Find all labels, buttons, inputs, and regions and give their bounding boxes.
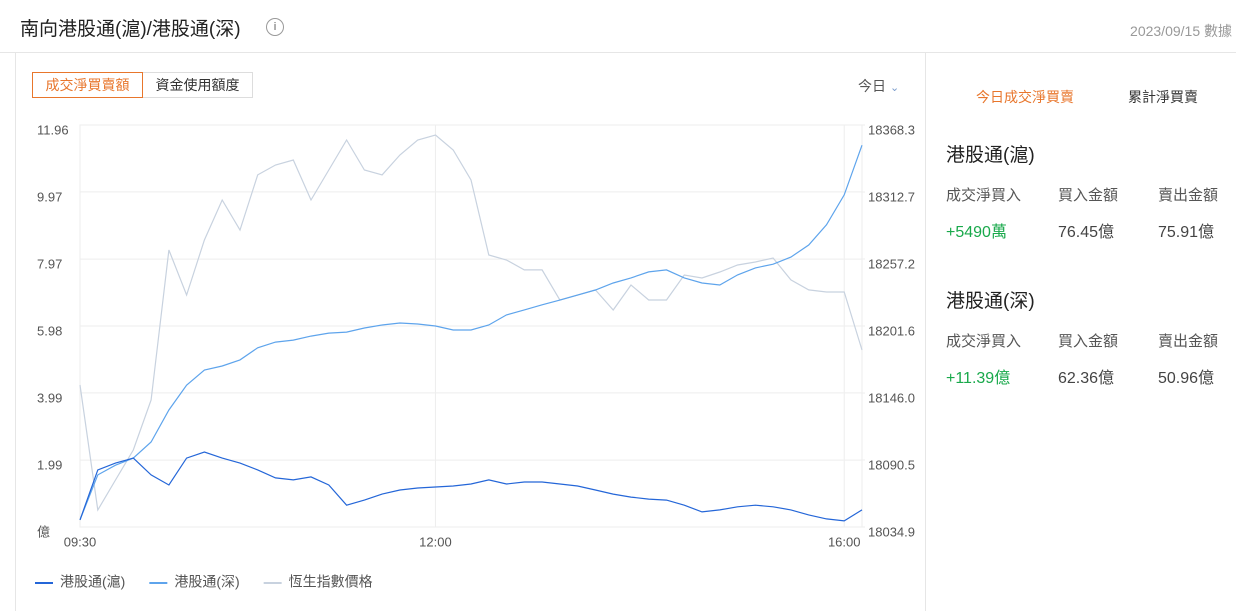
y2-tick-label: 18090.5 bbox=[868, 457, 915, 472]
series-line bbox=[79, 134, 863, 512]
range-label: 今日 bbox=[858, 78, 886, 94]
y2-tick-label: 18257.2 bbox=[868, 256, 915, 271]
dropdown-arrow: ⌄ bbox=[890, 82, 900, 94]
y-tick-label: 億 bbox=[37, 524, 50, 539]
section-title: 港股通(滬) bbox=[946, 145, 1035, 166]
date-note: 2023/09/15 數據 bbox=[1130, 23, 1232, 39]
x-tick-label: 09:30 bbox=[64, 534, 97, 549]
summary-value: 75.91億 bbox=[1158, 224, 1215, 241]
summary-label: 成交淨買入 bbox=[946, 187, 1022, 204]
chart-panel bbox=[15, 52, 926, 611]
y-tick-label: 7.97 bbox=[37, 257, 62, 272]
tab-active[interactable]: 成交淨買賣額 bbox=[32, 72, 143, 98]
legend-label: 恆生指數價格 bbox=[289, 574, 373, 590]
summary-value: 76.45億 bbox=[1058, 224, 1115, 241]
summary-label: 成交淨買入 bbox=[946, 333, 1022, 350]
tab[interactable]: 資金使用額度 bbox=[143, 72, 253, 98]
x-tick-label: 16:00 bbox=[828, 534, 861, 549]
summary-label: 買入金額 bbox=[1058, 333, 1119, 350]
y2-tick-label: 18146.0 bbox=[868, 390, 915, 405]
x-tick-label: 12:00 bbox=[419, 534, 452, 549]
section-title: 港股通(深) bbox=[946, 291, 1035, 312]
legend-label: 港股通(滬) bbox=[60, 574, 125, 590]
series-line bbox=[79, 451, 863, 522]
summary-value: 50.96億 bbox=[1158, 370, 1215, 387]
summary-value: +11.39億 bbox=[946, 370, 1011, 387]
summary-value: +5490萬 bbox=[946, 224, 1007, 241]
info-icon[interactable]: i bbox=[266, 18, 284, 36]
summary-label: 賣出金額 bbox=[1158, 333, 1219, 350]
y-tick-label: 1.99 bbox=[37, 458, 62, 473]
legend-label: 港股通(深) bbox=[174, 574, 239, 590]
y2-tick-label: 18312.7 bbox=[868, 189, 915, 204]
summary-label: 賣出金額 bbox=[1158, 187, 1219, 204]
summary-label: 買入金額 bbox=[1058, 187, 1119, 204]
y-tick-label: 9.97 bbox=[37, 189, 62, 204]
summary-value: 62.36億 bbox=[1058, 370, 1115, 387]
summary-tab[interactable]: 累計淨買賣 bbox=[1128, 89, 1198, 105]
range-select[interactable]: 今日 ⌄ bbox=[858, 76, 899, 96]
y-tick-label: 3.99 bbox=[37, 390, 62, 405]
y-tick-label: 11.96 bbox=[37, 122, 69, 137]
summary-tab-active[interactable]: 今日成交淨買賣 bbox=[976, 89, 1074, 105]
page-title: 南向港股通(滬)/港股通(深) bbox=[20, 19, 241, 40]
series-line bbox=[79, 144, 863, 521]
y2-tick-label: 18034.9 bbox=[868, 524, 915, 539]
y2-tick-label: 18201.6 bbox=[868, 323, 915, 338]
y-tick-label: 5.98 bbox=[37, 323, 62, 338]
y2-tick-label: 18368.3 bbox=[868, 122, 915, 137]
